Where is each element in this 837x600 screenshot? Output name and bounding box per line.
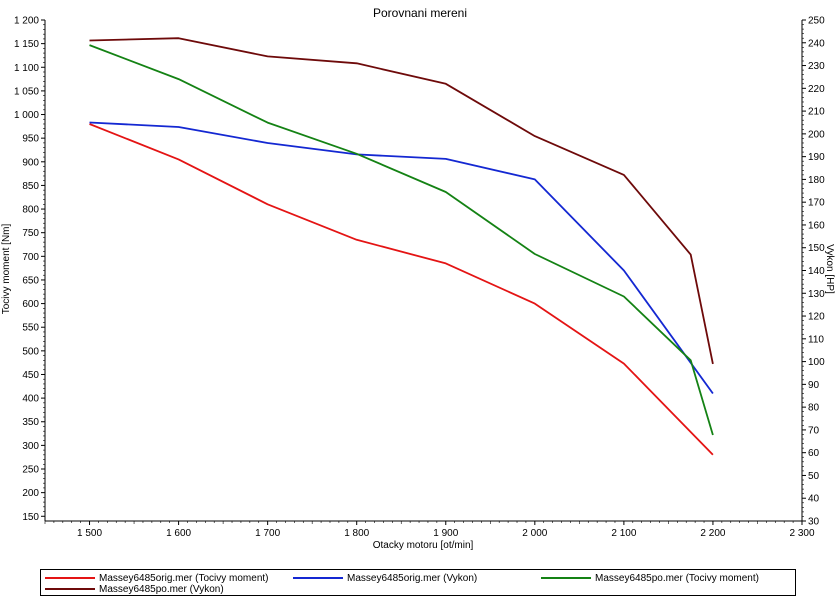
y-right-tick-label: 220 bbox=[808, 84, 825, 95]
y-right-tick-label: 250 bbox=[808, 16, 825, 27]
y-right-tick-label: 140 bbox=[808, 266, 825, 277]
x-tick-label: 2 100 bbox=[611, 528, 636, 539]
legend-item: Massey6485po.mer (Tocivy moment) bbox=[541, 572, 759, 584]
y-left-tick-label: 350 bbox=[22, 417, 39, 428]
y-left-tick-label: 950 bbox=[22, 134, 39, 145]
y-left-tick-label: 400 bbox=[22, 394, 39, 405]
y-right-tick-label: 230 bbox=[808, 61, 825, 72]
legend-swatch bbox=[293, 577, 343, 579]
legend-label: Massey6485orig.mer (Vykon) bbox=[347, 572, 478, 584]
series-line-3 bbox=[89, 37, 714, 365]
y-right-tick-label: 150 bbox=[808, 243, 825, 254]
y-left-tick-label: 450 bbox=[22, 370, 39, 381]
y-left-tick-label: 750 bbox=[22, 228, 39, 239]
y-right-tick-label: 180 bbox=[808, 175, 825, 186]
legend-swatch bbox=[45, 577, 95, 579]
legend-item: Massey6485orig.mer (Vykon) bbox=[293, 572, 477, 584]
y-left-tick-label: 250 bbox=[22, 465, 39, 476]
legend-label: Massey6485orig.mer (Tocivy moment) bbox=[99, 572, 269, 584]
y-left-tick-label: 600 bbox=[22, 299, 39, 310]
y-right-tick-label: 170 bbox=[808, 198, 825, 209]
y-left-tick-label: 150 bbox=[22, 512, 39, 523]
y-left-tick-label: 1 150 bbox=[14, 39, 39, 50]
legend-swatch bbox=[541, 577, 591, 579]
y-left-tick-label: 1 000 bbox=[14, 110, 39, 121]
x-axis-label: Otacky motoru [ot/min] bbox=[373, 540, 474, 551]
y-right-tick-label: 120 bbox=[808, 312, 825, 323]
y-right-tick-label: 60 bbox=[808, 448, 820, 459]
y-right-tick-label: 30 bbox=[808, 517, 820, 528]
y-left-tick-label: 1 050 bbox=[14, 86, 39, 97]
legend-swatch bbox=[45, 588, 95, 590]
legend: Massey6485orig.mer (Tocivy moment) Masse… bbox=[40, 569, 796, 596]
y-right-tick-label: 70 bbox=[808, 425, 820, 436]
y-right-tick-label: 80 bbox=[808, 403, 820, 414]
y-right-tick-label: 240 bbox=[808, 38, 825, 49]
chart-title: Porovnani mereni bbox=[373, 6, 467, 20]
y-right-tick-label: 130 bbox=[808, 289, 825, 300]
y-left-tick-label: 650 bbox=[22, 275, 39, 286]
y-right-tick-label: 210 bbox=[808, 107, 825, 118]
x-tick-label: 2 000 bbox=[522, 528, 547, 539]
y-right-tick-label: 200 bbox=[808, 129, 825, 140]
x-tick-label: 1 900 bbox=[433, 528, 458, 539]
series-line-2 bbox=[89, 44, 714, 436]
x-tick-label: 1 800 bbox=[344, 528, 369, 539]
x-tick-label: 2 300 bbox=[789, 528, 814, 539]
y-left-tick-label: 900 bbox=[22, 157, 39, 168]
x-tick-label: 1 600 bbox=[166, 528, 191, 539]
y-left-tick-label: 300 bbox=[22, 441, 39, 452]
y-right-tick-label: 50 bbox=[808, 471, 820, 482]
y-right-tick-label: 190 bbox=[808, 152, 825, 163]
y-left-tick-label: 800 bbox=[22, 205, 39, 216]
x-tick-label: 2 200 bbox=[700, 528, 725, 539]
legend-label: Massey6485po.mer (Vykon) bbox=[99, 583, 224, 595]
series-line-0 bbox=[89, 123, 714, 456]
y-right-tick-label: 90 bbox=[808, 380, 820, 391]
x-tick-label: 1 500 bbox=[77, 528, 102, 539]
legend-item: Massey6485po.mer (Vykon) bbox=[45, 583, 224, 595]
legend-label: Massey6485po.mer (Tocivy moment) bbox=[595, 572, 759, 584]
y-left-tick-label: 200 bbox=[22, 488, 39, 499]
y-left-axis-label: Tocivy moment [Nm] bbox=[1, 223, 12, 314]
y-right-tick-label: 160 bbox=[808, 220, 825, 231]
y-left-tick-label: 1 200 bbox=[14, 16, 39, 27]
y-right-tick-label: 40 bbox=[808, 494, 820, 505]
x-tick-label: 1 700 bbox=[255, 528, 280, 539]
y-left-tick-label: 550 bbox=[22, 323, 39, 334]
y-left-tick-label: 850 bbox=[22, 181, 39, 192]
y-left-tick-label: 1 100 bbox=[14, 63, 39, 74]
y-right-tick-label: 100 bbox=[808, 357, 825, 368]
y-left-tick-label: 500 bbox=[22, 346, 39, 357]
y-left-tick-label: 700 bbox=[22, 252, 39, 263]
y-right-axis-label: Vykon [HP] bbox=[824, 244, 835, 294]
y-right-tick-label: 110 bbox=[808, 334, 824, 345]
legend-item: Massey6485orig.mer (Tocivy moment) bbox=[45, 572, 269, 584]
series-line-1 bbox=[89, 121, 714, 395]
